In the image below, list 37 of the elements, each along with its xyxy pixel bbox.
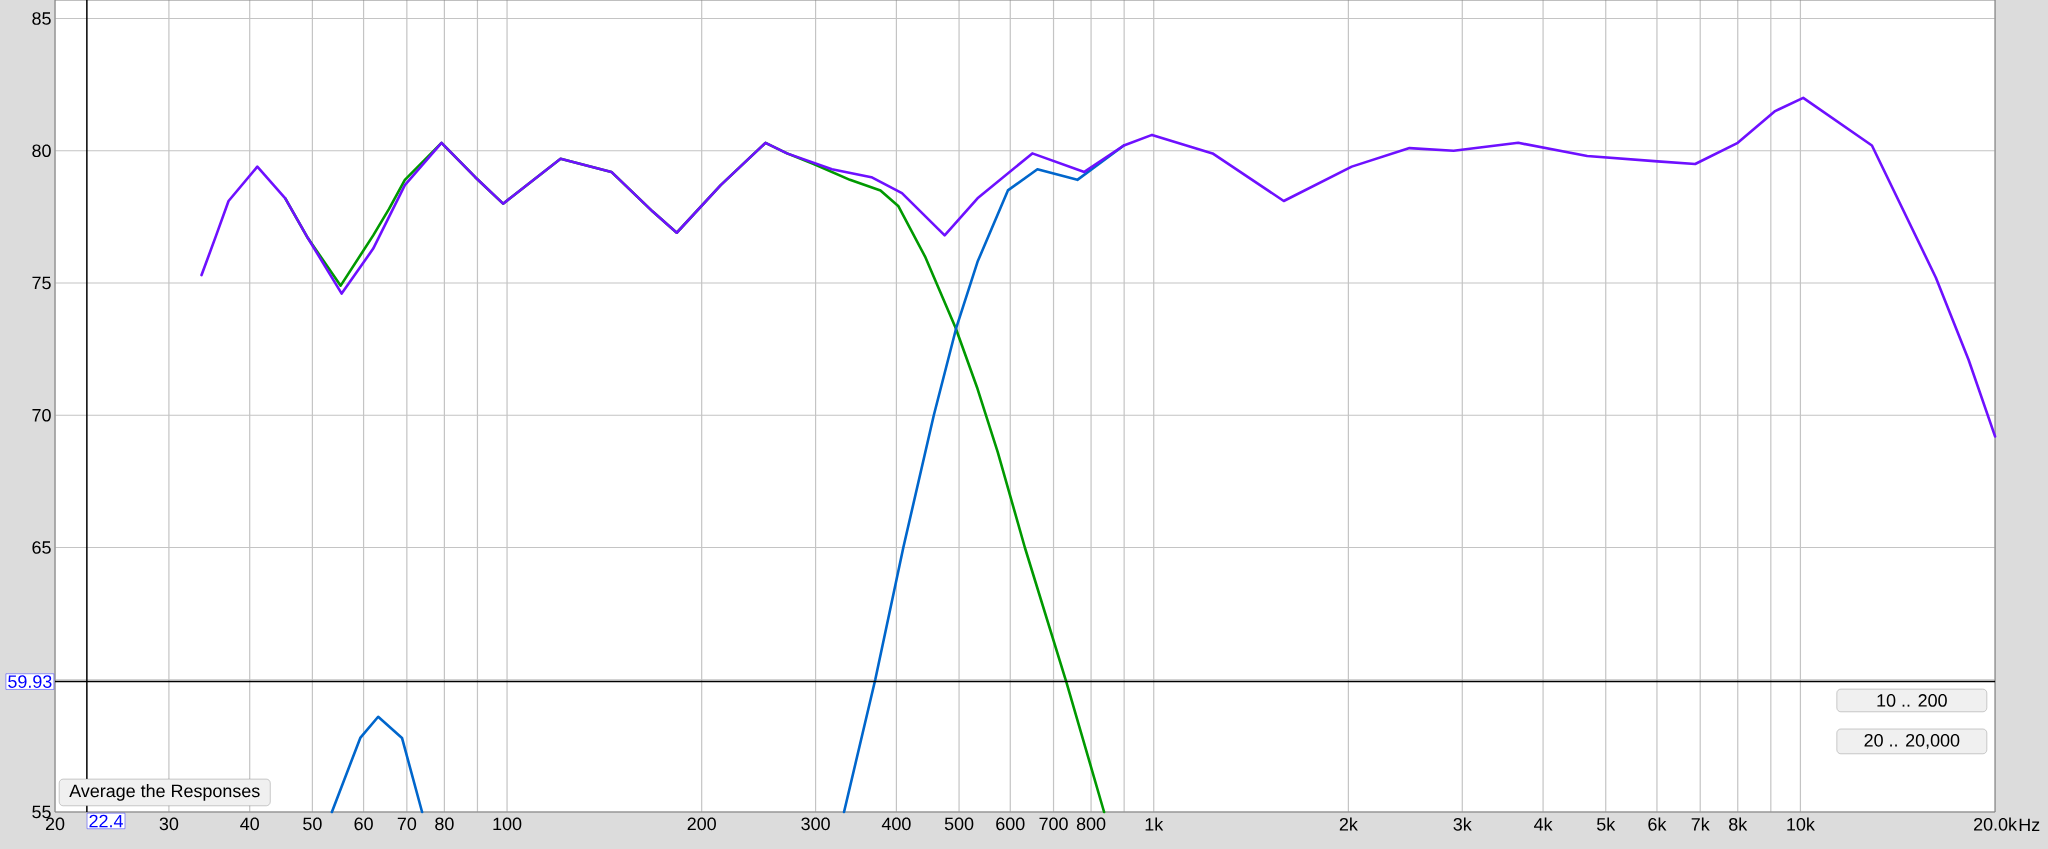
annotation: Average the Responses	[69, 784, 260, 801]
x-tick-label: 50	[303, 817, 322, 831]
x-tick-label: 20	[45, 817, 65, 831]
x-tick-label: 6k	[1648, 817, 1667, 831]
x-tick-label: 4k	[1534, 817, 1553, 831]
y-tick-label: 55	[32, 805, 51, 819]
x-tick-label: 8k	[1729, 817, 1748, 831]
x-tick-label: 60	[354, 817, 373, 831]
x-tick-label: 20.0k	[1974, 817, 2018, 831]
x-tick-label: 200	[687, 817, 716, 831]
annotation: 10 .. 200	[1877, 694, 1947, 707]
x-tick-label: 400	[881, 817, 911, 831]
x-tick-label: 100	[493, 817, 522, 831]
y-tick-label: 80	[32, 144, 51, 158]
x-tick-label: 5k	[1596, 817, 1616, 831]
annotation: 20 .. 20,000	[1864, 733, 1960, 749]
x-tick-label: 500	[944, 817, 974, 831]
ref-line-label: 22.4	[89, 814, 123, 828]
x-tick-label: 30	[159, 817, 179, 831]
y-tick-label: 70	[32, 408, 51, 422]
x-tick-label: 40	[240, 817, 259, 831]
x-tick-label: 2k	[1339, 817, 1358, 831]
x-tick-label: 700	[1039, 817, 1068, 831]
x-axis-title: Hz	[2019, 818, 2040, 832]
x-tick-label: 1k	[1145, 817, 1164, 831]
y-tick-label: 85	[32, 12, 51, 25]
x-tick-label: 7k	[1691, 817, 1710, 831]
x-tick-label: 600	[996, 817, 1025, 831]
x-tick-label: 3k	[1453, 817, 1472, 831]
x-tick-label: 70	[397, 817, 417, 831]
ref-line-label: 59.93	[8, 675, 52, 688]
y-tick-label: 65	[32, 541, 51, 554]
y-tick-label: 75	[32, 276, 51, 290]
x-tick-label: 10k	[1787, 817, 1815, 831]
x-tick-label: 800	[1076, 817, 1106, 831]
x-tick-label: 300	[801, 817, 830, 831]
x-tick-label: 80	[435, 817, 454, 831]
